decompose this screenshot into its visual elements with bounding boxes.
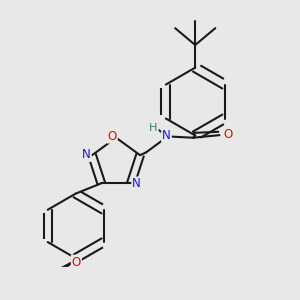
Text: N: N	[162, 129, 171, 142]
Text: methoxy: methoxy	[36, 267, 80, 278]
Text: methoxy: methoxy	[94, 251, 154, 265]
Text: O: O	[72, 256, 81, 268]
Text: methoxy: methoxy	[59, 259, 120, 272]
Text: O: O	[223, 128, 232, 141]
Text: H: H	[149, 123, 158, 133]
Text: O: O	[108, 130, 117, 142]
Text: N: N	[132, 178, 141, 190]
Text: methoxy: methoxy	[14, 268, 56, 278]
Text: N: N	[82, 148, 91, 161]
Text: methoxy: methoxy	[34, 271, 80, 281]
